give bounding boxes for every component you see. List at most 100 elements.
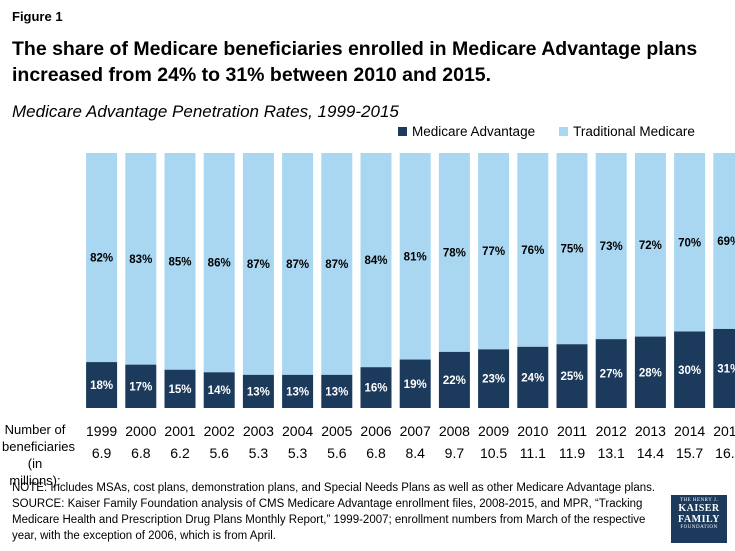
data-label-medicare-advantage: 19% (404, 379, 427, 391)
data-label-medicare-advantage: 15% (168, 384, 191, 396)
bar-medicare-advantage (517, 346, 549, 408)
chart-legend: Medicare Advantage Traditional Medicare (398, 124, 719, 139)
figure-label: Figure 1 (12, 9, 63, 24)
logo-line3: FAMILY (678, 514, 720, 525)
bar-traditional-medicare (595, 153, 627, 340)
chart-notes: NOTE: Includes MSAs, cost plans, demonst… (12, 480, 662, 544)
bar-medicare-advantage (321, 374, 353, 408)
beneficiaries-value: 13.1 (598, 445, 625, 461)
bar-traditional-medicare (478, 153, 510, 350)
beneficiaries-value: 6.8 (131, 445, 151, 461)
beneficiaries-value: 10.5 (480, 445, 507, 461)
beneficiaries-value: 11.1 (520, 445, 546, 461)
data-label-medicare-advantage: 27% (600, 369, 623, 381)
x-tick-label: 2013 (635, 423, 666, 439)
bar-traditional-medicare (438, 153, 470, 352)
legend-label-traditional-medicare: Traditional Medicare (573, 124, 695, 139)
x-tick-label: 2007 (400, 423, 431, 439)
data-label-traditional-medicare: 75% (560, 244, 583, 256)
source-text: SOURCE: Kaiser Family Foundation analysi… (12, 498, 646, 542)
bar-medicare-advantage (713, 328, 735, 408)
data-label-medicare-advantage: 17% (129, 381, 152, 393)
bar-traditional-medicare (556, 153, 588, 345)
bar-traditional-medicare (360, 153, 392, 368)
bar-medicare-advantage (282, 374, 314, 408)
data-label-medicare-advantage: 30% (678, 365, 701, 377)
note-text: NOTE: Includes MSAs, cost plans, demonst… (12, 482, 656, 494)
chart-title: Medicare Advantage Penetration Rates, 19… (12, 102, 399, 121)
logo-line1: THE HENRY J. (679, 498, 719, 503)
beneficiaries-value: 5.6 (327, 445, 347, 461)
data-label-traditional-medicare: 84% (364, 255, 387, 267)
data-label-traditional-medicare: 81% (404, 251, 427, 263)
data-label-medicare-advantage: 14% (208, 385, 231, 397)
data-label-traditional-medicare: 76% (521, 245, 544, 257)
bar-traditional-medicare (242, 153, 274, 375)
data-label-traditional-medicare: 73% (600, 241, 623, 253)
beneficiaries-value: 15.7 (676, 445, 703, 461)
data-label-traditional-medicare: 87% (286, 259, 309, 271)
x-tick-label: 2003 (243, 423, 274, 439)
beneficiaries-row-label: Number of beneficiaries (in millions): (2, 421, 75, 489)
data-label-medicare-advantage: 31% (717, 363, 735, 375)
bar-medicare-advantage (125, 364, 157, 408)
data-label-traditional-medicare: 72% (639, 240, 662, 252)
data-label-medicare-advantage: 23% (482, 374, 505, 386)
beneficiaries-value: 5.6 (209, 445, 229, 461)
beneficiaries-value: 6.8 (366, 445, 386, 461)
logo-line4: FOUNDATION (680, 525, 718, 530)
beneficiaries-value: 16.8 (715, 445, 735, 461)
bar-medicare-advantage (674, 331, 706, 408)
row-label-line3: (in millions): (9, 456, 61, 488)
bar-traditional-medicare (282, 153, 314, 375)
x-tick-label: 2010 (517, 423, 548, 439)
data-label-traditional-medicare: 87% (247, 259, 270, 271)
bar-traditional-medicare (713, 153, 735, 329)
legend-item-medicare-advantage: Medicare Advantage (398, 124, 535, 139)
data-label-medicare-advantage: 24% (521, 372, 544, 384)
bar-traditional-medicare (125, 153, 157, 365)
logo-line2: KAISER (678, 503, 720, 514)
bar-medicare-advantage (242, 374, 274, 408)
data-label-traditional-medicare: 83% (129, 254, 152, 266)
bar-medicare-advantage (634, 336, 666, 408)
x-tick-label: 2008 (439, 423, 470, 439)
beneficiaries-value: 14.4 (637, 445, 664, 461)
stacked-bar-chart: 82% 18% 1999 6.9 83% 17% 2000 6.8 85% 15% 2001 6.2 8… (86, 153, 735, 461)
x-tick-label: 2015 (713, 423, 735, 439)
bar-medicare-advantage (164, 369, 196, 408)
bar-traditional-medicare (517, 153, 549, 347)
x-tick-label: 2006 (360, 423, 391, 439)
x-tick-label: 2011 (557, 423, 587, 439)
beneficiaries-value: 9.7 (445, 445, 465, 461)
beneficiaries-value: 11.9 (559, 445, 585, 461)
x-tick-label: 2004 (282, 423, 313, 439)
bar-medicare-advantage (203, 372, 235, 408)
data-label-traditional-medicare: 82% (90, 253, 113, 265)
data-label-medicare-advantage: 13% (325, 386, 348, 398)
data-label-traditional-medicare: 85% (168, 256, 191, 268)
data-label-traditional-medicare: 70% (678, 237, 701, 249)
data-label-medicare-advantage: 28% (639, 367, 662, 379)
bar-medicare-advantage (438, 351, 470, 408)
bar-medicare-advantage (360, 367, 392, 408)
x-tick-label: 2012 (596, 423, 627, 439)
row-label-line2: beneficiaries (2, 439, 75, 454)
x-tick-label: 2002 (204, 423, 235, 439)
bar-traditional-medicare (674, 153, 706, 332)
x-tick-label: 2014 (674, 423, 705, 439)
data-label-traditional-medicare: 86% (208, 258, 231, 270)
bar-medicare-advantage (86, 362, 118, 408)
data-label-medicare-advantage: 16% (364, 383, 387, 395)
bar-medicare-advantage (595, 339, 627, 408)
bar-traditional-medicare (399, 153, 431, 360)
x-tick-label: 2005 (321, 423, 352, 439)
beneficiaries-value: 5.3 (288, 445, 308, 461)
headline: The share of Medicare beneficiaries enro… (12, 38, 698, 86)
legend-label-medicare-advantage: Medicare Advantage (412, 124, 536, 139)
legend-swatch-medicare-advantage (398, 127, 407, 136)
bar-traditional-medicare (86, 153, 118, 363)
data-label-medicare-advantage: 25% (560, 371, 583, 383)
data-label-traditional-medicare: 69% (717, 236, 735, 248)
data-label-traditional-medicare: 77% (482, 246, 505, 258)
